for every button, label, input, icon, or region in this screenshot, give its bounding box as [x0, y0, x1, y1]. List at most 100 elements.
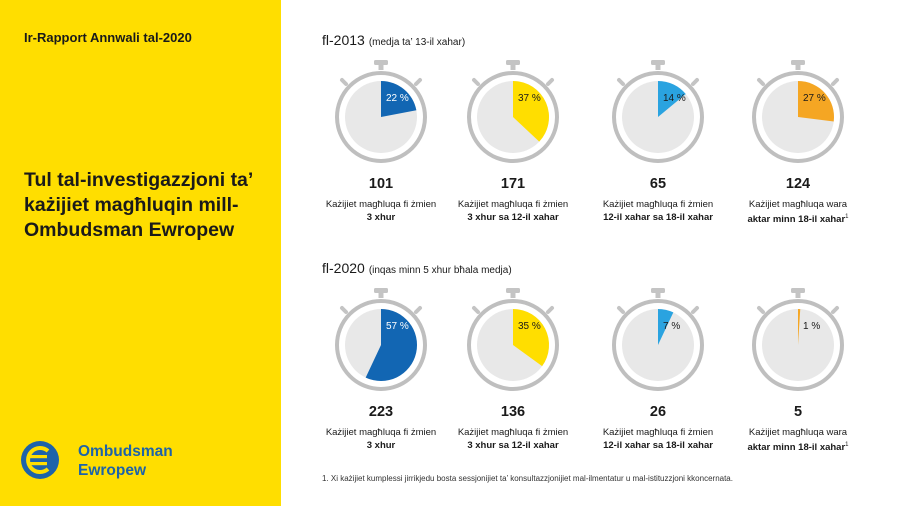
case-description: Każijiet magħluqa fi żmien 3 xhur — [301, 198, 461, 224]
stopwatch-pie: 14 % — [612, 60, 704, 163]
stopwatch-lug-left — [757, 306, 765, 314]
description-line-2: aktar minn 18-il xahar1 — [747, 442, 849, 454]
stopwatch-crown — [374, 288, 388, 293]
brand-name: Ombudsman Ewropew — [78, 442, 173, 480]
pie-percent-label: 7 % — [663, 321, 680, 332]
section-year: fl-2013 — [322, 32, 365, 48]
case-count: 223 — [368, 404, 394, 420]
stopwatch-lug-right — [691, 78, 699, 86]
stopwatch-pie: 1 % — [752, 288, 844, 391]
case-description: Każijiet magħluqa fi żmien 12-il xahar sa… — [578, 426, 738, 452]
case-count: 26 — [649, 404, 667, 420]
stopwatch-crown — [506, 288, 520, 293]
description-line-2: aktar minn 18-il xahar1 — [747, 214, 849, 226]
stopwatch-crown — [651, 288, 665, 293]
stopwatch-lug-right — [414, 306, 422, 314]
stopwatch-lug-right — [831, 78, 839, 86]
footnote-mark: 1 — [845, 442, 849, 448]
case-description: Każijiet magħluqa fi żmien 12-il xahar sa… — [578, 198, 738, 224]
stopwatch-lug-left — [340, 78, 348, 86]
stopwatch-pie: 7 % — [612, 288, 704, 391]
description-line-1: Każijiet magħluqa wara — [748, 199, 848, 210]
case-description: Każijiet magħluqa fi żmien 3 xhur sa 12-i… — [433, 198, 593, 224]
section-title-2020: fl-2020 (inqas minn 5 xhur bħala medja) — [322, 260, 512, 276]
footnote: 1. Xi każijiet kumplessi jirrikjedu bost… — [322, 474, 733, 483]
description-line-1: Każijiet magħluqa fi żmien — [457, 427, 569, 438]
case-count: 101 — [368, 176, 394, 192]
stopwatch-stem — [655, 292, 661, 298]
case-description: Każijiet magħluqa wara aktar minn 18-il x… — [718, 198, 878, 226]
description-line-1: Każijiet magħluqa fi żmien — [325, 199, 437, 210]
stopwatch-crown — [791, 60, 805, 65]
description-line-2: 3 xhur — [366, 212, 396, 223]
pie-slice — [798, 81, 835, 122]
section-note: (inqas minn 5 xhur bħala medja) — [368, 265, 512, 276]
stopwatch-lug-left — [617, 306, 625, 314]
stopwatch-lug-right — [831, 306, 839, 314]
stopwatch-lug-left — [472, 306, 480, 314]
case-description: Każijiet magħluqa wara aktar minn 18-il x… — [718, 426, 878, 454]
description-line-1: Każijiet magħluqa wara — [748, 427, 848, 438]
left-panel — [0, 0, 281, 506]
pie-percent-label: 22 % — [386, 93, 409, 104]
case-count: 5 — [793, 404, 803, 420]
stopwatch-stem — [795, 292, 801, 298]
stopwatch-stem — [795, 64, 801, 70]
stopwatch-lug-left — [340, 306, 348, 314]
stopwatch-stem — [510, 64, 516, 70]
brand-line-1: Ombudsman — [78, 443, 173, 460]
description-line-2: 3 xhur — [366, 440, 396, 451]
section-year: fl-2020 — [322, 260, 365, 276]
stopwatch-lug-left — [472, 78, 480, 86]
stopwatch-pie: 22 % — [335, 60, 427, 163]
description-line-2: 3 xhur sa 12-il xahar — [467, 212, 559, 223]
description-line-1: Każijiet magħluqa fi żmien — [602, 199, 714, 210]
case-count: 124 — [785, 176, 811, 192]
stopwatch-lug-right — [546, 306, 554, 314]
description-line-1: Każijiet magħluqa fi żmien — [325, 427, 437, 438]
euro-circle-logo-icon — [21, 441, 59, 479]
stopwatch-stem — [655, 64, 661, 70]
description-line-1: Każijiet magħluqa fi żmien — [457, 199, 569, 210]
pie-slice — [658, 81, 686, 117]
pie-slice — [365, 309, 418, 381]
section-title-2013: fl-2013 (medja ta’ 13-il xahar) — [322, 32, 465, 48]
case-count: 136 — [500, 404, 526, 420]
stopwatch-lug-left — [617, 78, 625, 86]
stopwatch-stem — [378, 64, 384, 70]
report-title: Ir-Rapport Annwali tal-2020 — [24, 30, 192, 45]
pie-slice — [798, 309, 801, 345]
pie-percent-label: 35 % — [518, 321, 541, 332]
stopwatch-pie: 37 % — [467, 60, 559, 163]
stopwatch-crown — [651, 60, 665, 65]
brand-line-2: Ewropew — [78, 462, 147, 479]
stopwatch-crown — [506, 60, 520, 65]
case-description: Każijiet magħluqa fi żmien 3 xhur — [301, 426, 461, 452]
case-description: Każijiet magħluqa fi żmien 3 xhur sa 12-i… — [433, 426, 593, 452]
pie-slice — [513, 309, 549, 367]
description-line-2: 12-il xahar sa 18-il xahar — [603, 440, 713, 451]
pie-slice — [658, 309, 674, 345]
stopwatch-pie: 57 % — [335, 288, 427, 391]
pie-slice — [381, 81, 417, 117]
case-count: 171 — [500, 176, 526, 192]
pie-percent-label: 37 % — [518, 93, 541, 104]
stopwatch-lug-left — [757, 78, 765, 86]
pie-percent-label: 27 % — [803, 93, 826, 104]
stopwatch-crown — [791, 288, 805, 293]
section-note: (medja ta’ 13-il xahar) — [368, 37, 466, 48]
pie-percent-label: 57 % — [386, 321, 409, 332]
stopwatch-lug-right — [546, 78, 554, 86]
stopwatch-pie: 35 % — [467, 288, 559, 391]
stopwatch-pie: 27 % — [752, 60, 844, 163]
pie-slice — [513, 81, 549, 142]
footnote-mark: 1 — [845, 214, 849, 220]
description-line-1: Każijiet magħluqa fi żmien — [602, 427, 714, 438]
stopwatch-crown — [374, 60, 388, 65]
stopwatch-lug-right — [691, 306, 699, 314]
stopwatch-lug-right — [414, 78, 422, 86]
case-count: 65 — [649, 176, 667, 192]
stopwatch-stem — [510, 292, 516, 298]
page-title: Tul tal-investigazzjoni ta’ każijiet mag… — [24, 169, 253, 241]
description-line-2: 3 xhur sa 12-il xahar — [467, 440, 559, 451]
